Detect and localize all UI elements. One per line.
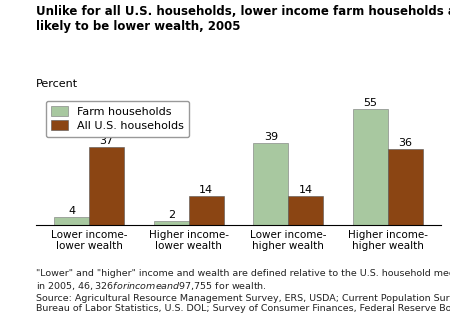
Bar (288, 196, 323, 225)
Text: 37: 37 (99, 136, 114, 146)
Legend: Farm households, All U.S. households: Farm households, All U.S. households (45, 101, 189, 137)
Text: 14: 14 (199, 185, 213, 195)
Bar (189, 196, 224, 225)
Bar (154, 221, 189, 225)
Text: 36: 36 (398, 138, 412, 148)
Text: 2: 2 (168, 210, 175, 220)
Text: "Lower" and "higher" income and wealth are defined relative to the U.S. househol: "Lower" and "higher" income and wealth a… (36, 269, 450, 313)
Text: 4: 4 (68, 206, 76, 216)
Text: Percent: Percent (36, 79, 78, 89)
Bar (54, 217, 89, 225)
Bar (353, 109, 388, 225)
Text: 14: 14 (299, 185, 313, 195)
Bar (253, 143, 288, 225)
Text: 39: 39 (264, 131, 278, 141)
Bar (388, 149, 423, 225)
Text: Unlike for all U.S. households, lower income farm households are not
likely to b: Unlike for all U.S. households, lower in… (36, 5, 450, 33)
Bar (89, 147, 124, 225)
Text: 55: 55 (363, 98, 378, 108)
